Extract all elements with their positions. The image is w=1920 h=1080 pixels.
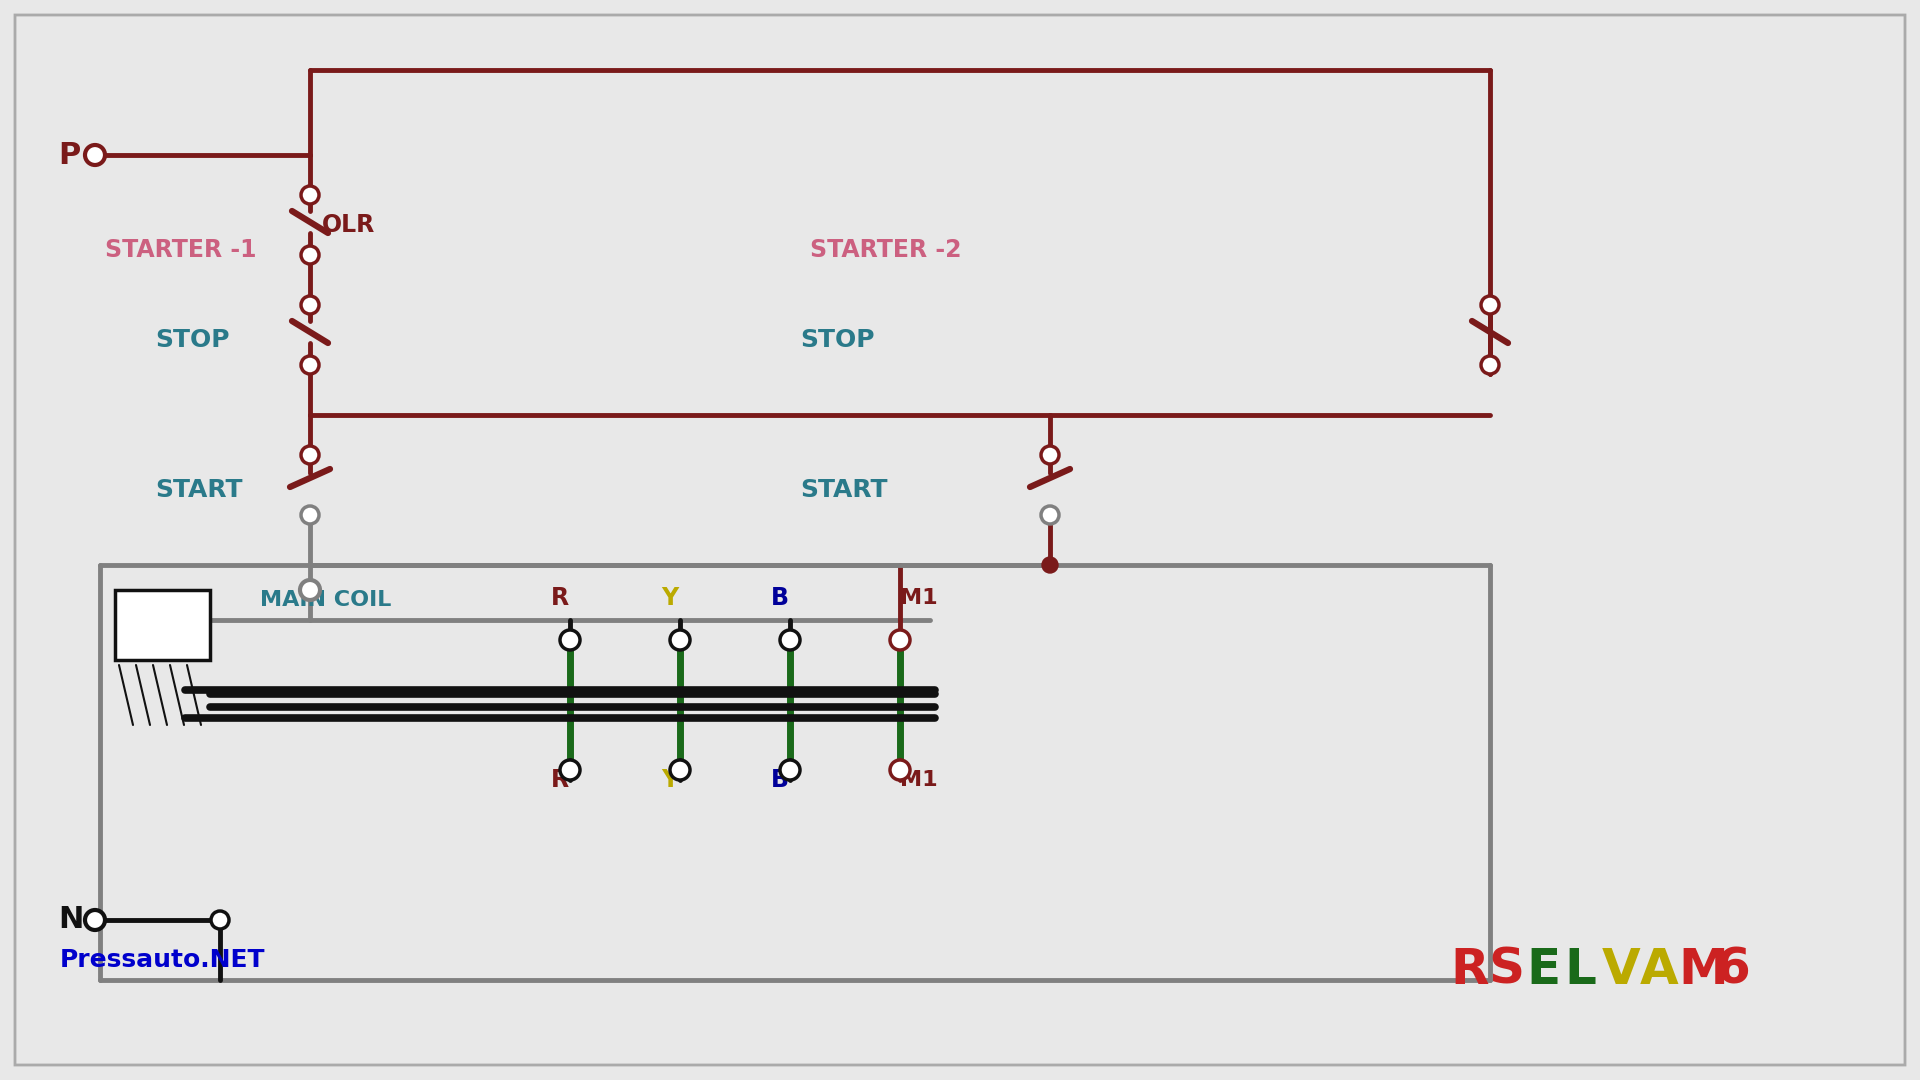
Circle shape [670, 760, 689, 780]
Circle shape [1041, 446, 1060, 464]
Circle shape [1480, 356, 1500, 374]
Text: N: N [58, 905, 83, 934]
Text: STARTER -1: STARTER -1 [106, 238, 257, 262]
Text: P: P [58, 140, 81, 170]
Text: 6: 6 [1716, 946, 1751, 994]
Text: R: R [551, 586, 568, 610]
Circle shape [84, 145, 106, 165]
Circle shape [301, 246, 319, 264]
Text: B: B [772, 768, 789, 792]
Circle shape [84, 910, 106, 930]
Text: STOP: STOP [156, 328, 230, 352]
Text: Y: Y [660, 586, 678, 610]
Text: Y: Y [660, 768, 678, 792]
Text: START: START [156, 478, 242, 502]
Text: MAIN COIL: MAIN COIL [259, 590, 392, 610]
Circle shape [891, 760, 910, 780]
Text: B: B [772, 586, 789, 610]
Bar [115, 590, 209, 660]
Circle shape [301, 186, 319, 204]
Text: A: A [1640, 946, 1678, 994]
Text: R: R [551, 768, 568, 792]
Circle shape [891, 630, 910, 650]
Text: START: START [801, 478, 887, 502]
Circle shape [780, 630, 801, 650]
Text: STOP: STOP [801, 328, 874, 352]
Circle shape [1041, 507, 1060, 524]
Text: M1: M1 [900, 770, 937, 789]
Text: M1: M1 [900, 588, 937, 608]
Text: R: R [1450, 946, 1488, 994]
Circle shape [301, 507, 319, 524]
Text: Pressauto.NET: Pressauto.NET [60, 948, 265, 972]
Circle shape [1480, 296, 1500, 314]
Circle shape [780, 760, 801, 780]
Circle shape [301, 296, 319, 314]
Text: M: M [1678, 946, 1728, 994]
Circle shape [211, 912, 228, 929]
Circle shape [670, 630, 689, 650]
Circle shape [561, 630, 580, 650]
Text: V: V [1601, 946, 1642, 994]
Text: E: E [1526, 946, 1561, 994]
Circle shape [301, 356, 319, 374]
Text: STARTER -2: STARTER -2 [810, 238, 962, 262]
Circle shape [561, 760, 580, 780]
Text: L: L [1565, 946, 1596, 994]
Circle shape [301, 446, 319, 464]
Circle shape [1043, 557, 1058, 573]
Text: S: S [1488, 946, 1524, 994]
Text: OLR: OLR [323, 213, 374, 237]
Circle shape [300, 580, 321, 600]
